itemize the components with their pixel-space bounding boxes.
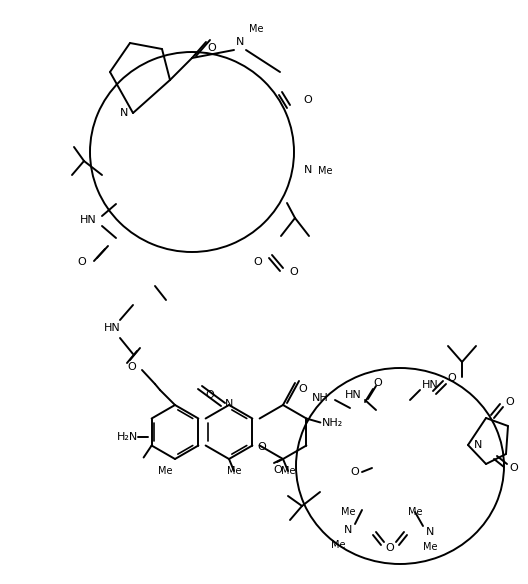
Text: NH₂: NH₂ <box>322 418 343 427</box>
Text: N: N <box>426 527 434 537</box>
Text: O: O <box>351 467 360 477</box>
Text: O: O <box>290 267 298 277</box>
Text: Me: Me <box>331 540 345 550</box>
Text: HN: HN <box>103 323 120 333</box>
Text: N: N <box>474 440 482 450</box>
Text: O: O <box>385 543 394 553</box>
Text: HN: HN <box>422 380 438 390</box>
Text: Me: Me <box>249 24 263 34</box>
Text: O: O <box>208 43 216 53</box>
Text: Me: Me <box>281 466 295 476</box>
Text: O: O <box>78 257 87 267</box>
Text: O: O <box>299 384 307 394</box>
Text: NH: NH <box>312 393 328 403</box>
Text: Me: Me <box>227 466 241 476</box>
Text: O: O <box>374 378 382 388</box>
Text: O: O <box>205 390 214 400</box>
Text: Me: Me <box>341 507 355 517</box>
Text: Me: Me <box>423 542 437 552</box>
Text: N: N <box>120 108 128 118</box>
Text: O: O <box>257 443 266 453</box>
Text: Me: Me <box>408 507 422 517</box>
Text: O: O <box>448 373 456 383</box>
Text: HN: HN <box>80 215 97 225</box>
Text: H₂N: H₂N <box>117 432 139 442</box>
Text: O: O <box>510 463 518 473</box>
Text: O: O <box>274 465 282 475</box>
Text: Me: Me <box>158 466 172 476</box>
Text: O: O <box>128 362 136 372</box>
Text: N: N <box>236 37 244 47</box>
Text: O: O <box>253 257 262 267</box>
Text: HN: HN <box>345 390 361 400</box>
Text: N: N <box>304 165 312 175</box>
Text: N: N <box>344 525 352 535</box>
Text: O: O <box>304 95 313 105</box>
Text: Me: Me <box>318 166 332 176</box>
Text: N: N <box>225 399 233 409</box>
Text: O: O <box>506 397 514 407</box>
